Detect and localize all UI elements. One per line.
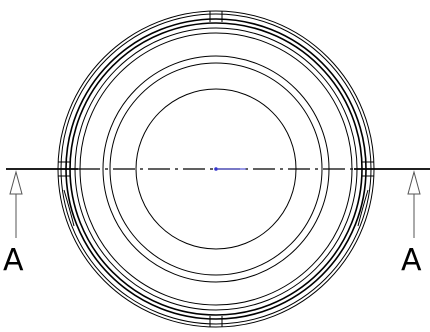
shoulder-inner-circle	[109, 62, 323, 276]
notch-right-lower	[357, 189, 369, 227]
notch-top	[209, 11, 223, 22]
notch-left	[58, 161, 70, 177]
section-label-left: A	[3, 243, 24, 278]
center-point	[214, 167, 218, 171]
center-mark	[214, 167, 246, 171]
section-arrow-right	[407, 170, 421, 238]
arrow-head-right	[407, 170, 421, 195]
section-arrow-left	[9, 170, 23, 238]
arrow-head-left	[9, 170, 23, 195]
rim-notches	[58, 11, 374, 327]
notch-bottom	[209, 316, 223, 327]
notch-left-lower	[63, 189, 75, 227]
notch-right	[362, 161, 374, 177]
section-label-right: A	[401, 243, 422, 278]
